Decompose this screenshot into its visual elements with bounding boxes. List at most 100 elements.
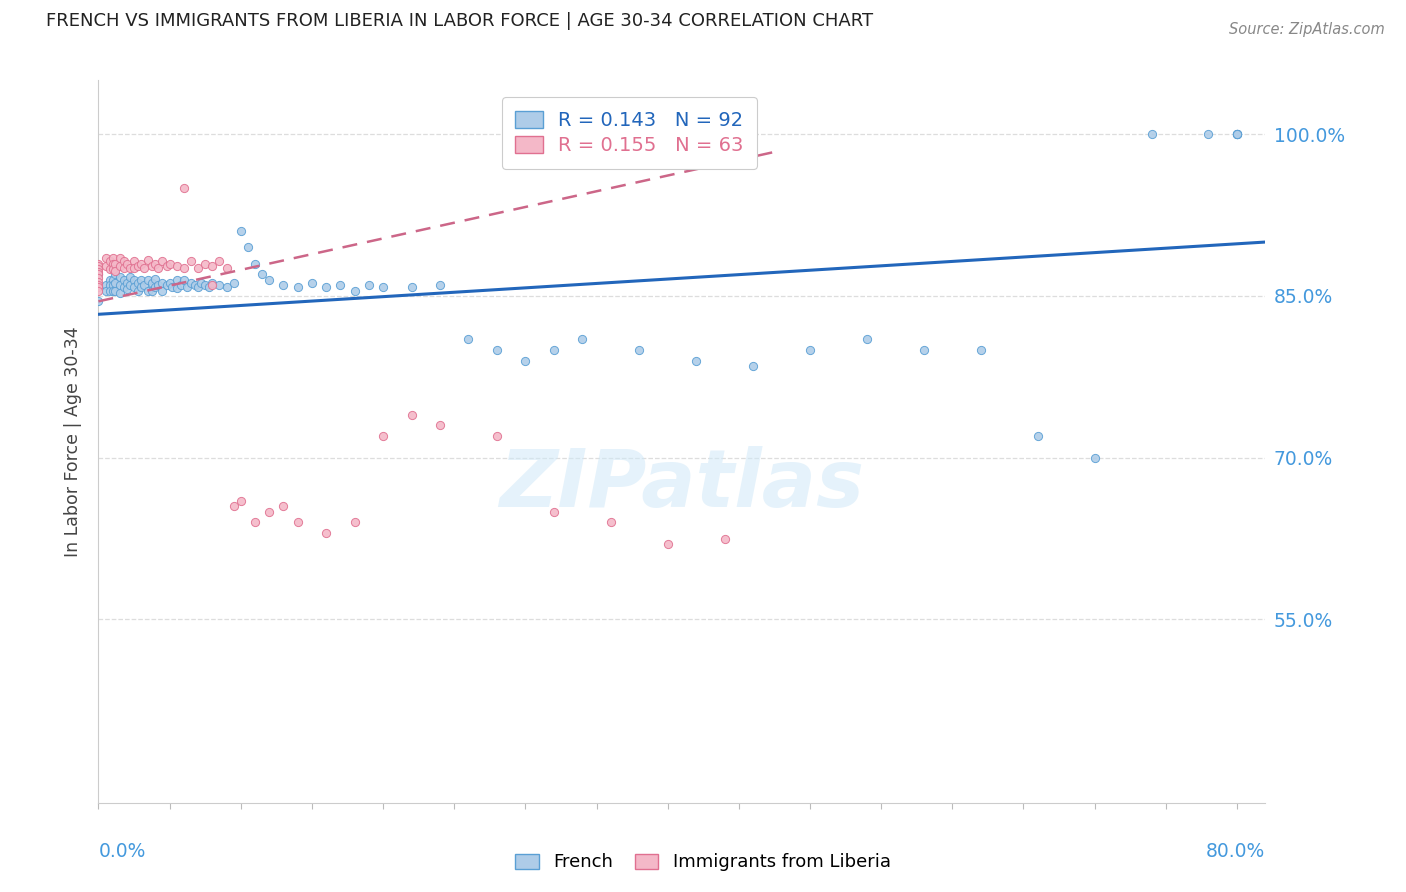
Point xyxy=(101,251,124,265)
Point xyxy=(243,257,266,271)
Point xyxy=(229,224,252,238)
Text: 0.0%: 0.0% xyxy=(98,842,146,861)
Point xyxy=(187,260,209,275)
Point xyxy=(170,278,193,293)
Point xyxy=(141,284,163,298)
Point xyxy=(173,181,195,195)
Point xyxy=(357,278,380,293)
Point xyxy=(243,516,266,530)
Point xyxy=(1226,127,1249,141)
Point xyxy=(343,516,366,530)
Point xyxy=(176,280,198,294)
Point xyxy=(208,254,231,268)
Point xyxy=(273,278,295,293)
Point xyxy=(94,278,117,293)
Point xyxy=(156,278,179,293)
Point xyxy=(543,343,565,357)
Point xyxy=(166,273,188,287)
Point xyxy=(856,332,879,346)
Point xyxy=(1226,127,1249,141)
Point xyxy=(257,505,280,519)
Point xyxy=(148,278,170,293)
Point xyxy=(250,268,273,282)
Point xyxy=(122,260,145,275)
Text: ZIPatlas: ZIPatlas xyxy=(499,446,865,524)
Point xyxy=(112,254,135,268)
Point xyxy=(222,500,245,514)
Point xyxy=(101,273,124,287)
Point xyxy=(112,273,135,287)
Point xyxy=(94,284,117,298)
Point xyxy=(115,257,138,271)
Point xyxy=(87,280,110,294)
Point xyxy=(1226,127,1249,141)
Point xyxy=(599,516,621,530)
Point xyxy=(104,284,127,298)
Point xyxy=(112,280,135,294)
Point xyxy=(257,273,280,287)
Point xyxy=(132,260,155,275)
Point xyxy=(94,259,117,273)
Point xyxy=(912,343,935,357)
Point xyxy=(184,278,207,293)
Point xyxy=(129,280,152,294)
Point xyxy=(485,429,508,443)
Point xyxy=(159,257,181,271)
Point xyxy=(87,265,110,279)
Point xyxy=(315,280,337,294)
Point xyxy=(122,273,145,287)
Point xyxy=(104,264,127,278)
Y-axis label: In Labor Force | Age 30-34: In Labor Force | Age 30-34 xyxy=(65,326,83,557)
Point xyxy=(118,278,141,293)
Point xyxy=(159,276,181,290)
Point xyxy=(198,280,221,294)
Point xyxy=(742,359,765,373)
Point xyxy=(401,408,423,422)
Point xyxy=(87,268,110,282)
Point xyxy=(87,278,110,293)
Point xyxy=(87,262,110,277)
Point xyxy=(180,276,202,290)
Point xyxy=(229,493,252,508)
Point xyxy=(799,343,821,357)
Point xyxy=(132,278,155,293)
Point xyxy=(685,353,707,368)
Point xyxy=(713,532,735,546)
Point xyxy=(194,257,217,271)
Point xyxy=(101,262,124,277)
Point xyxy=(127,276,149,290)
Point xyxy=(215,280,238,294)
Point xyxy=(118,260,141,275)
Point xyxy=(108,269,131,284)
Point xyxy=(190,276,212,290)
Point xyxy=(112,260,135,275)
Point xyxy=(98,273,121,287)
Point xyxy=(628,343,651,357)
Point xyxy=(152,276,174,290)
Point xyxy=(136,284,159,298)
Point xyxy=(166,259,188,273)
Point xyxy=(115,276,138,290)
Point xyxy=(94,251,117,265)
Point xyxy=(543,505,565,519)
Point xyxy=(143,271,166,285)
Point xyxy=(129,257,152,271)
Point xyxy=(136,253,159,268)
Point xyxy=(118,269,141,284)
Point xyxy=(657,537,679,551)
Point xyxy=(104,268,127,282)
Point xyxy=(222,276,245,290)
Point xyxy=(141,276,163,290)
Point xyxy=(515,353,537,368)
Point xyxy=(1140,127,1163,141)
Point xyxy=(87,275,110,289)
Point xyxy=(87,284,110,298)
Point xyxy=(104,257,127,271)
Point xyxy=(98,278,121,293)
Point xyxy=(1226,127,1249,141)
Point xyxy=(273,500,295,514)
Point xyxy=(98,254,121,268)
Point xyxy=(429,418,451,433)
Point xyxy=(127,259,149,273)
Point xyxy=(287,516,309,530)
